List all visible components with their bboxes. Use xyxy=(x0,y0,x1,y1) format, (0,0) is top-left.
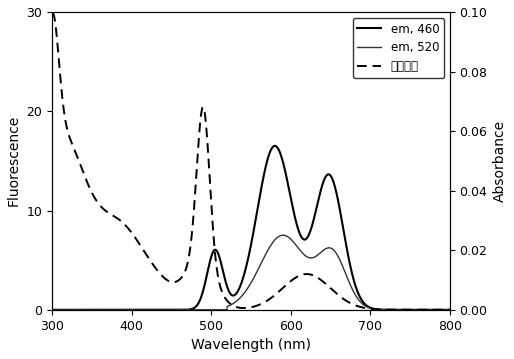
em, 460 xyxy=(49,308,55,312)
em, 460 xyxy=(435,308,442,312)
Line: em, 460: em, 460 xyxy=(52,146,450,310)
可见吸收 xyxy=(435,308,442,312)
X-axis label: Wavelength (nm): Wavelength (nm) xyxy=(191,338,311,352)
em, 460 xyxy=(447,308,453,312)
可见吸收 xyxy=(243,306,249,310)
em, 460 xyxy=(232,293,238,297)
可见吸收 xyxy=(232,304,238,309)
em, 460 xyxy=(362,303,369,307)
em, 520 xyxy=(243,289,249,294)
Y-axis label: Absorbance: Absorbance xyxy=(493,120,507,202)
em, 520 xyxy=(69,308,76,312)
可见吸收 xyxy=(49,12,55,17)
可见吸收 xyxy=(362,306,369,310)
Line: 可见吸收: 可见吸收 xyxy=(52,13,450,310)
em, 520 xyxy=(49,308,55,312)
em, 520 xyxy=(435,308,442,312)
em, 460 xyxy=(243,267,249,272)
Y-axis label: Fluorescence: Fluorescence xyxy=(7,115,21,206)
em, 520 xyxy=(435,308,442,312)
Line: em, 520: em, 520 xyxy=(52,235,450,310)
em, 460 xyxy=(272,144,278,148)
em, 520 xyxy=(447,308,453,312)
可见吸收 xyxy=(447,308,453,312)
可见吸收 xyxy=(435,308,442,312)
可见吸收 xyxy=(69,143,76,147)
em, 520 xyxy=(280,233,286,237)
Legend: em, 460, em, 520, 可见吸收: em, 460, em, 520, 可见吸收 xyxy=(353,18,444,78)
可见吸收 xyxy=(50,11,56,15)
em, 460 xyxy=(435,308,442,312)
em, 520 xyxy=(232,300,238,304)
em, 460 xyxy=(69,308,76,312)
em, 520 xyxy=(362,304,369,308)
